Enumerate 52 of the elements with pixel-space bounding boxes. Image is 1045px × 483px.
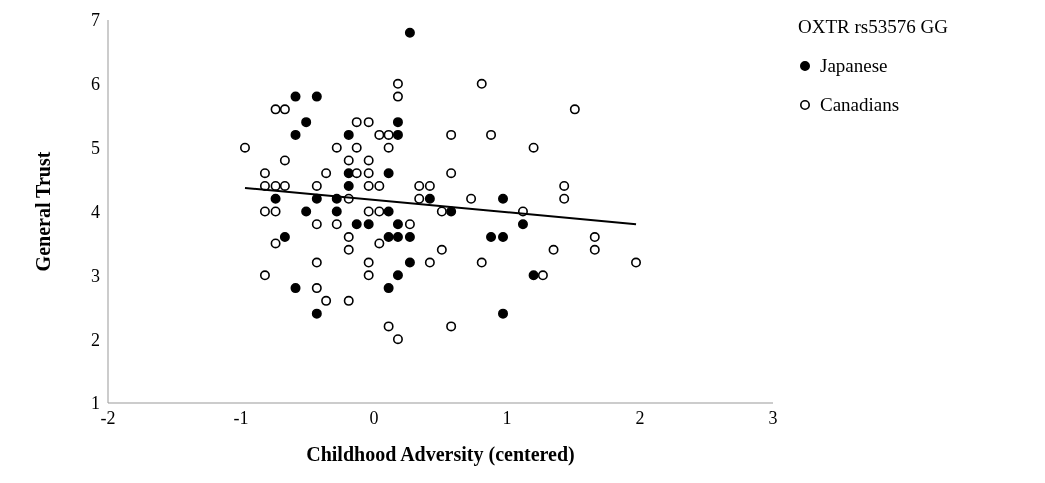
point bbox=[498, 193, 509, 204]
point bbox=[279, 232, 290, 243]
point bbox=[498, 232, 509, 243]
point bbox=[392, 219, 403, 230]
legend-label: Canadians bbox=[820, 93, 900, 117]
legend-title: OXTR rs53576 GG bbox=[798, 15, 949, 39]
x-tick-label: 3 bbox=[768, 407, 778, 428]
point bbox=[486, 232, 497, 243]
y-tick-label: 4 bbox=[91, 201, 100, 222]
point bbox=[383, 283, 394, 294]
point bbox=[343, 180, 354, 191]
x-tick-label: 1 bbox=[502, 407, 512, 428]
y-axis-title: General Trust bbox=[32, 151, 55, 272]
point bbox=[301, 117, 312, 128]
y-tick-label: 5 bbox=[91, 138, 100, 159]
point bbox=[392, 270, 403, 281]
x-tick-label: -1 bbox=[233, 407, 249, 428]
x-axis-title: Childhood Adversity (centered) bbox=[306, 443, 575, 466]
point bbox=[404, 257, 415, 268]
point bbox=[270, 193, 281, 204]
point bbox=[343, 168, 354, 179]
point bbox=[363, 219, 374, 230]
point bbox=[290, 283, 301, 294]
point bbox=[392, 129, 403, 140]
point bbox=[351, 219, 362, 230]
y-tick-label: 6 bbox=[91, 74, 100, 95]
point bbox=[290, 91, 301, 102]
point bbox=[424, 193, 435, 204]
point bbox=[383, 232, 394, 243]
x-tick-label: 2 bbox=[635, 407, 645, 428]
x-tick-label: 0 bbox=[369, 407, 379, 428]
point bbox=[392, 117, 403, 128]
point bbox=[517, 219, 528, 230]
point bbox=[498, 308, 509, 319]
y-tick-label: 2 bbox=[91, 329, 100, 350]
y-tick-label: 1 bbox=[91, 393, 100, 414]
point bbox=[383, 168, 394, 179]
y-tick-label: 3 bbox=[91, 265, 100, 286]
point bbox=[343, 129, 354, 140]
point bbox=[383, 206, 394, 217]
point bbox=[331, 206, 342, 217]
legend-label: Japanese bbox=[820, 54, 888, 78]
point bbox=[301, 206, 312, 217]
y-tick-label: 7 bbox=[91, 10, 100, 31]
point bbox=[311, 91, 322, 102]
point bbox=[311, 308, 322, 319]
point bbox=[392, 232, 403, 243]
point bbox=[290, 129, 301, 140]
point bbox=[404, 232, 415, 243]
point bbox=[404, 27, 415, 38]
x-tick-label: -2 bbox=[100, 407, 116, 428]
point bbox=[528, 270, 539, 281]
